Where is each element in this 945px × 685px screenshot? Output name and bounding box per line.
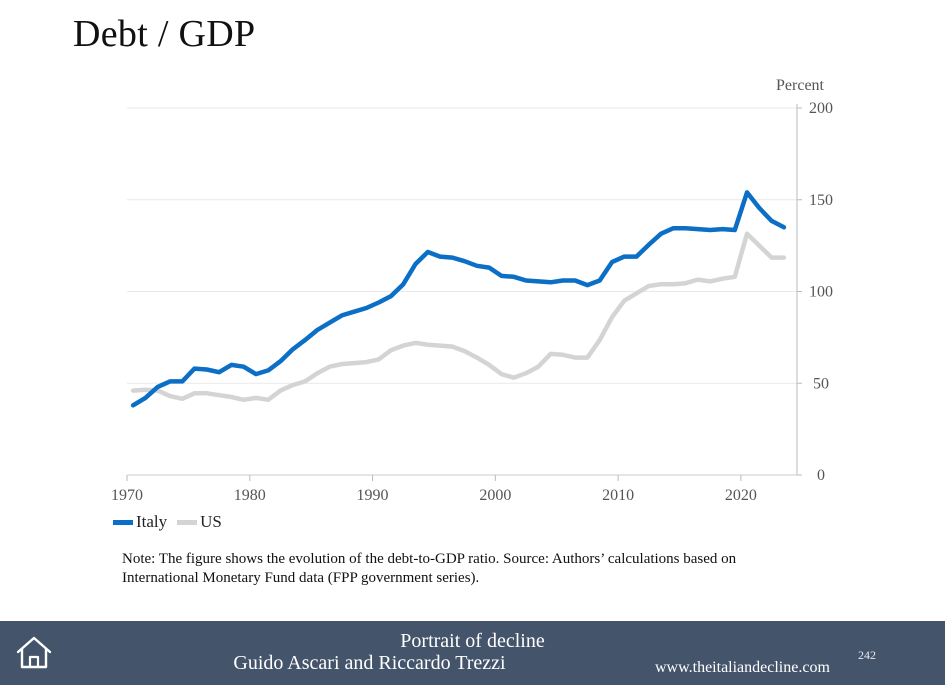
- legend-item-us: US: [177, 512, 222, 532]
- series-line-us: [130, 231, 787, 403]
- note-line-2: International Monetary Fund data (FPP go…: [122, 570, 480, 586]
- home-button[interactable]: [14, 635, 54, 671]
- x-tick-label: 1990: [357, 487, 389, 504]
- footer-bar: Portrait of decline Guido Ascari and Ric…: [0, 621, 945, 685]
- grid-lines: [127, 107, 797, 384]
- chart-note: Note: The figure shows the evolution of …: [122, 550, 822, 588]
- legend-swatch-us: [177, 519, 198, 525]
- y-tick-label: 100: [809, 284, 833, 301]
- y-tick-label: 0: [817, 467, 825, 484]
- website-link[interactable]: www.theitaliandecline.com: [655, 659, 830, 676]
- y-tick-label: 150: [809, 192, 833, 209]
- x-tick-label: 2000: [479, 487, 511, 504]
- legend-swatch-italy: [113, 519, 133, 525]
- legend-label-italy: Italy: [136, 512, 168, 531]
- slide-title: Debt / GDP: [73, 13, 256, 55]
- legend-label-us: US: [200, 512, 222, 531]
- series-lines: [130, 190, 787, 408]
- axes: 0 50 100 150 200 Percent 1970 1980 1990 2000 2010 2…: [111, 77, 833, 504]
- home-icon: [16, 636, 52, 669]
- footer-title: Portrait of decline Guido Ascari and Ric…: [0, 630, 945, 674]
- page-number: 242: [858, 648, 876, 662]
- y-tick-label: 200: [809, 100, 833, 117]
- note-line-1: Note: The figure shows the evolution of …: [122, 551, 737, 567]
- x-tick-label: 2020: [725, 487, 757, 504]
- series-line-italy: [130, 190, 787, 408]
- x-tick-label: 1970: [111, 487, 143, 504]
- legend: Italy US: [113, 512, 232, 532]
- x-tick-label: 1980: [234, 487, 266, 504]
- footer-line-2: Guido Ascari and Riccardo Trezzi: [233, 652, 506, 674]
- y-axis-label: Percent: [776, 77, 825, 94]
- legend-item-italy: Italy: [113, 512, 167, 532]
- x-tick-label: 2010: [602, 487, 634, 504]
- y-tick-label: 50: [813, 375, 829, 392]
- footer-line-1: Portrait of decline: [400, 630, 545, 652]
